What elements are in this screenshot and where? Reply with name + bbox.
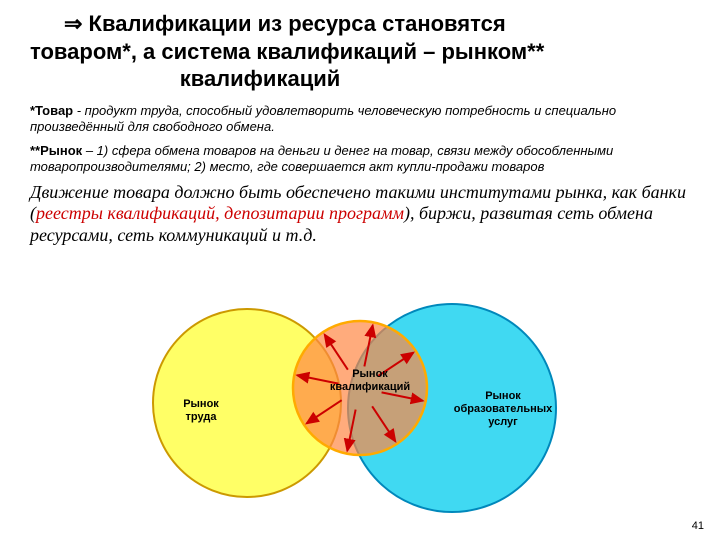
label-education: Рынок образовательных услуг xyxy=(448,390,558,430)
def1-text: *Товар - продукт труда, способный удовле… xyxy=(30,103,690,136)
para-red-1: реестры квалификаций, депозитарии програ… xyxy=(36,203,404,223)
title-line-2: товаром*, а система квалификаций – рынко… xyxy=(30,38,690,66)
def1-body: - продукт труда, способный удовлетворить… xyxy=(30,103,616,134)
venn-diagram: Рынок труда Рынок образовательных услуг Ры… xyxy=(0,298,720,518)
slide-number: 41 xyxy=(692,520,704,532)
main-paragraph: Движение товара должно быть обеспечено т… xyxy=(0,180,720,253)
def1-term: *Товар xyxy=(30,103,73,118)
def2-term: **Рынок xyxy=(30,143,82,158)
def2-text: **Рынок – 1) сфера обмена товаров на ден… xyxy=(30,143,690,176)
slide-title: ⇒ Квалификации из ресурса становятся тов… xyxy=(0,0,720,99)
para-text: Движение товара должно быть обеспечено т… xyxy=(30,182,690,247)
definition-2: **Рынок – 1) сфера обмена товаров на ден… xyxy=(0,139,720,180)
title-line-3: квалификаций xyxy=(30,65,690,93)
arrow-symbol: ⇒ xyxy=(64,11,82,36)
title-line-1: ⇒ Квалификации из ресурса становятся xyxy=(30,10,690,38)
title-text-1: Квалификации из ресурса становятся xyxy=(82,11,505,36)
label-qualifications: Рынок квалификаций xyxy=(325,368,415,394)
def2-body: – 1) сфера обмена товаров на деньги и де… xyxy=(30,143,613,174)
venn-svg xyxy=(0,298,720,518)
definition-1: *Товар - продукт труда, способный удовле… xyxy=(0,99,720,140)
label-labor: Рынок труда xyxy=(176,398,226,424)
